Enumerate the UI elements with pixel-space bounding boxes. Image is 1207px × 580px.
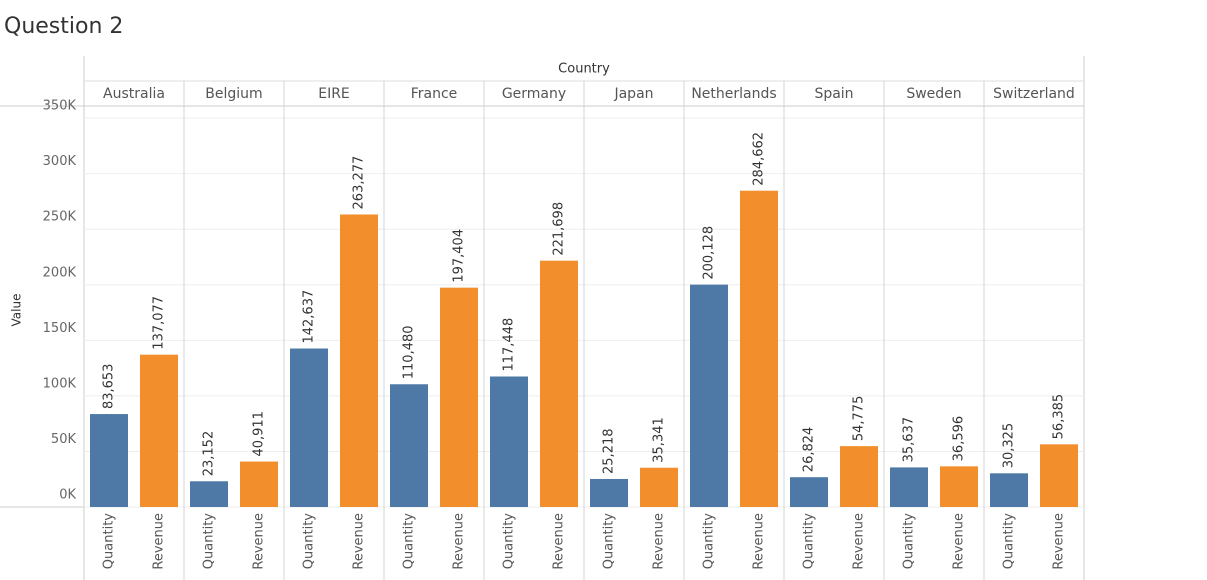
measure-label: Quantity (1002, 513, 1017, 569)
bar (690, 284, 728, 507)
value-label: 137,077 (152, 296, 167, 350)
bar (940, 466, 978, 507)
bar (190, 481, 228, 507)
measure-label: Quantity (602, 513, 617, 569)
value-label: 56,385 (1052, 394, 1067, 440)
y-tick-label: 100K (43, 376, 77, 391)
bar (390, 384, 428, 507)
bar (790, 477, 828, 507)
bar (990, 473, 1028, 507)
value-label: 30,325 (1002, 423, 1017, 469)
measure-label: Quantity (102, 513, 117, 569)
country-label: Japan (613, 86, 653, 102)
value-label: 54,775 (852, 396, 867, 442)
measure-label: Revenue (352, 513, 367, 570)
measure-label: Quantity (402, 513, 417, 569)
country-label: Switzerland (993, 86, 1075, 102)
measure-label: Revenue (552, 513, 567, 570)
chart-title: Question 2 (4, 14, 123, 39)
value-label: 40,911 (252, 411, 267, 457)
bar (440, 287, 478, 507)
country-label: Spain (814, 86, 853, 102)
value-label: 23,152 (202, 431, 217, 477)
value-label: 25,218 (602, 428, 617, 474)
measure-label: Revenue (152, 513, 167, 570)
measure-label: Revenue (852, 513, 867, 570)
country-label: Germany (502, 86, 566, 102)
bar (490, 376, 528, 507)
measure-label: Quantity (302, 513, 317, 569)
measure-label: Revenue (252, 513, 267, 570)
country-label: Belgium (205, 86, 262, 102)
bar (890, 467, 928, 507)
bar (140, 354, 178, 507)
measure-label: Revenue (452, 513, 467, 570)
y-tick-label: 150K (43, 321, 77, 336)
bar (290, 348, 328, 507)
country-label: Australia (103, 86, 165, 102)
bar (240, 461, 278, 507)
y-tick-label: 250K (43, 210, 77, 225)
measure-label: Revenue (652, 513, 667, 570)
value-label: 26,824 (802, 427, 817, 473)
y-tick-label: 300K (43, 154, 77, 169)
country-label: Sweden (906, 86, 961, 102)
measure-label: Revenue (1052, 513, 1067, 570)
value-label: 36,596 (952, 416, 967, 462)
bar (340, 214, 378, 507)
value-label: 110,480 (402, 325, 417, 379)
value-label: 263,277 (352, 156, 367, 210)
bar (640, 467, 678, 507)
bar (540, 260, 578, 507)
measure-label: Quantity (202, 513, 217, 569)
measure-label: Quantity (502, 513, 517, 569)
measure-label: Revenue (752, 513, 767, 570)
value-label: 221,698 (552, 202, 567, 256)
y-tick-label: 200K (43, 265, 77, 280)
y-axis-label: Value (10, 294, 24, 327)
y-tick-label: 50K (51, 432, 77, 447)
value-label: 117,448 (502, 318, 517, 372)
measure-label: Quantity (902, 513, 917, 569)
bar (840, 446, 878, 507)
y-tick-label: 0K (59, 488, 76, 503)
bar (90, 414, 128, 507)
bar (1040, 444, 1078, 507)
bar (590, 478, 628, 507)
country-label: France (411, 86, 458, 102)
measure-label: Quantity (802, 513, 817, 569)
country-label: EIRE (318, 86, 350, 102)
y-tick-label: 350K (43, 99, 77, 114)
value-label: 142,637 (302, 290, 317, 344)
value-label: 200,128 (702, 226, 717, 280)
column-header: Country (558, 62, 610, 77)
value-label: 284,662 (752, 132, 767, 186)
value-label: 35,637 (902, 417, 917, 463)
country-label: Netherlands (691, 86, 776, 102)
measure-label: Revenue (952, 513, 967, 570)
bar (740, 190, 778, 507)
value-label: 83,653 (102, 364, 117, 410)
measure-label: Quantity (702, 513, 717, 569)
value-label: 35,341 (652, 417, 667, 463)
value-label: 197,404 (452, 229, 467, 283)
